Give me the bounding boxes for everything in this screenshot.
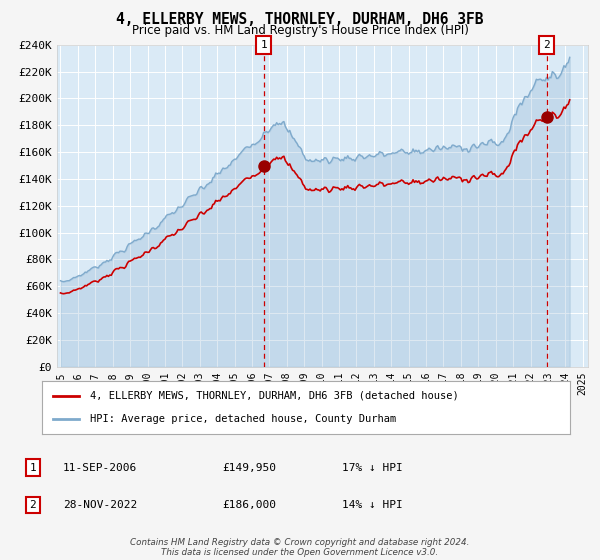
Text: Contains HM Land Registry data © Crown copyright and database right 2024.
This d: Contains HM Land Registry data © Crown c… <box>130 538 470 557</box>
Text: £186,000: £186,000 <box>222 500 276 510</box>
Text: 4, ELLERBY MEWS, THORNLEY, DURHAM, DH6 3FB: 4, ELLERBY MEWS, THORNLEY, DURHAM, DH6 3… <box>116 12 484 27</box>
Text: 11-SEP-2006: 11-SEP-2006 <box>63 463 137 473</box>
Text: £149,950: £149,950 <box>222 463 276 473</box>
Text: 2: 2 <box>29 500 37 510</box>
Text: 28-NOV-2022: 28-NOV-2022 <box>63 500 137 510</box>
Text: 2: 2 <box>543 40 550 50</box>
Text: 1: 1 <box>260 40 267 50</box>
Text: Price paid vs. HM Land Registry's House Price Index (HPI): Price paid vs. HM Land Registry's House … <box>131 24 469 36</box>
Text: 17% ↓ HPI: 17% ↓ HPI <box>342 463 403 473</box>
Text: HPI: Average price, detached house, County Durham: HPI: Average price, detached house, Coun… <box>89 414 396 424</box>
Text: 14% ↓ HPI: 14% ↓ HPI <box>342 500 403 510</box>
Text: 1: 1 <box>29 463 37 473</box>
Text: 4, ELLERBY MEWS, THORNLEY, DURHAM, DH6 3FB (detached house): 4, ELLERBY MEWS, THORNLEY, DURHAM, DH6 3… <box>89 391 458 401</box>
